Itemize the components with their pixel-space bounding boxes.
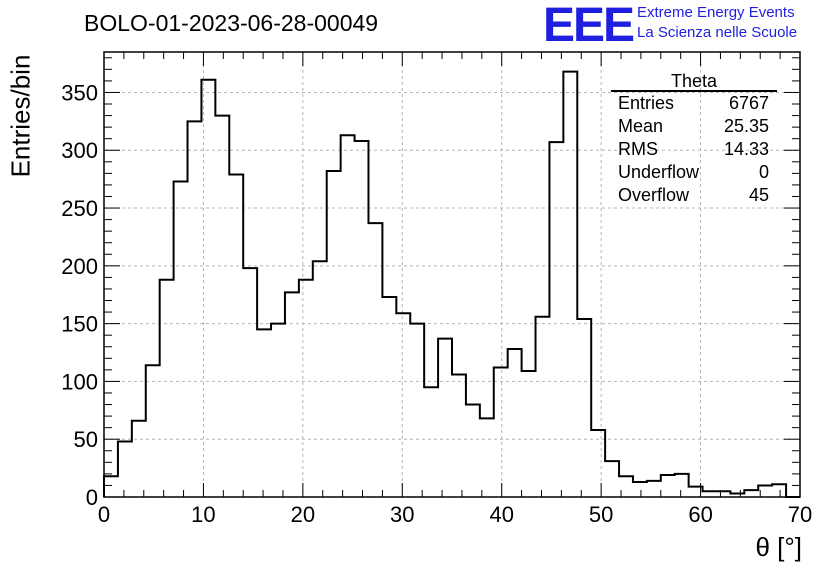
histogram-bin — [257, 329, 271, 497]
stats-row-entries: Entries 6767 — [611, 92, 777, 115]
histogram-bin — [605, 461, 619, 497]
stats-value: 14.33 — [723, 139, 769, 159]
stats-title: Theta — [611, 71, 777, 92]
histogram-bin — [104, 476, 118, 497]
stats-label: Entries — [618, 93, 675, 113]
histogram-bin — [536, 317, 550, 497]
histogram-bin — [563, 72, 577, 497]
chart-title: BOLO-01-2023-06-28-00049 — [84, 10, 379, 36]
histogram-bin — [174, 181, 188, 497]
histogram-bin — [703, 491, 717, 497]
x-tick-label: 20 — [291, 502, 315, 527]
stats-row-mean: Mean 25.35 — [611, 115, 777, 138]
histogram-bin — [313, 261, 327, 497]
histogram-bin — [494, 368, 508, 497]
stats-value: 6767 — [728, 93, 769, 113]
histogram-bin — [243, 268, 257, 497]
x-tick-label: 10 — [191, 502, 215, 527]
histogram-bin — [508, 349, 522, 497]
y-tick-label: 300 — [61, 138, 98, 163]
histogram-bin — [661, 475, 675, 497]
histogram-bin — [229, 175, 243, 497]
histogram-bin — [355, 141, 369, 497]
histogram-bin — [619, 476, 633, 497]
histogram-bin — [341, 135, 355, 497]
stats-label: Mean — [618, 116, 664, 136]
stats-box: Theta Entries 6767 Mean 25.35 RMS 14.33 … — [611, 71, 777, 207]
histogram-bin — [299, 280, 313, 497]
y-tick-label: 0 — [86, 485, 98, 510]
y-tick-label: 150 — [61, 312, 98, 337]
stats-row-underflow: Underflow 0 — [611, 161, 777, 184]
y-axis-label: Entries/bin — [5, 54, 36, 178]
stats-label: Overflow — [618, 185, 690, 205]
histogram-bin — [201, 80, 215, 497]
y-tick-label: 50 — [74, 427, 98, 452]
histogram-bin — [132, 421, 146, 497]
histogram-bin — [118, 442, 132, 497]
y-tick-label: 100 — [61, 369, 98, 394]
logo-caption: Extreme Energy Events La Scienza nelle S… — [637, 3, 797, 43]
y-tick-label: 250 — [61, 196, 98, 221]
histogram-bin — [396, 313, 410, 497]
logo-caption-line1: Extreme Energy Events — [637, 4, 795, 21]
histogram-bin — [188, 121, 202, 497]
x-tick-label: 40 — [489, 502, 513, 527]
y-tick-label: 200 — [61, 254, 98, 279]
histogram-bin — [382, 297, 396, 497]
histogram-bin — [160, 280, 174, 497]
stats-value: 0 — [758, 162, 769, 182]
histogram-bin — [549, 142, 563, 497]
histogram-bin — [675, 474, 689, 497]
histogram-bin — [480, 418, 494, 497]
x-tick-label: 60 — [688, 502, 712, 527]
histogram-bin — [633, 482, 647, 497]
histogram-bin — [285, 292, 299, 497]
histogram-bin — [577, 319, 591, 497]
logo-caption-line2: La Scienza nelle Scuole — [637, 24, 798, 41]
histogram-bin — [522, 371, 536, 497]
histogram-bin — [716, 491, 730, 497]
histogram-bin — [368, 223, 382, 497]
histogram-outline — [103, 70, 800, 498]
x-tick-label: 0 — [98, 502, 110, 527]
histogram-bin — [438, 339, 452, 497]
x-axis-label: θ [°] — [755, 532, 802, 562]
histogram-bin — [215, 116, 229, 497]
stats-label: RMS — [618, 139, 658, 159]
histogram-bin — [647, 481, 661, 497]
histogram-bin — [689, 487, 703, 497]
y-tick-label: 350 — [61, 80, 98, 105]
stats-row-rms: RMS 14.33 — [611, 138, 777, 161]
histogram-bin — [424, 387, 438, 497]
stats-value: 45 — [748, 185, 769, 205]
histogram-bin — [410, 324, 424, 497]
histogram-bin — [772, 484, 786, 497]
histogram-bin — [744, 490, 758, 497]
histogram-bin — [591, 430, 605, 497]
plot-frame — [103, 51, 801, 498]
x-tick-label: 30 — [390, 502, 414, 527]
histogram-bin — [271, 324, 285, 497]
stats-label: Underflow — [618, 162, 700, 182]
histogram-bin — [758, 485, 772, 497]
eee-logo: EEE — [543, 0, 635, 52]
histogram-bin — [452, 374, 466, 497]
histogram-bin — [327, 171, 341, 497]
histogram-bin — [466, 405, 480, 497]
x-tick-label: 50 — [589, 502, 613, 527]
x-tick-label: 70 — [788, 502, 812, 527]
stats-value: 25.35 — [723, 116, 769, 136]
stats-row-overflow: Overflow 45 — [611, 184, 777, 207]
histogram-bin — [146, 365, 160, 497]
